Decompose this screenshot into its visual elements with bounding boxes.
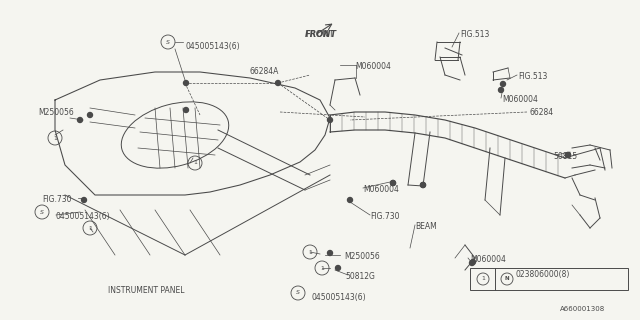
- Circle shape: [77, 117, 83, 123]
- Text: 50812G: 50812G: [345, 272, 375, 281]
- Circle shape: [390, 180, 396, 186]
- Text: M060004: M060004: [355, 62, 391, 71]
- Circle shape: [499, 87, 504, 92]
- Text: FIG.730: FIG.730: [370, 212, 399, 221]
- Text: 1: 1: [308, 250, 312, 254]
- Text: 023806000(8): 023806000(8): [516, 270, 570, 279]
- Circle shape: [566, 153, 570, 157]
- Circle shape: [335, 266, 340, 270]
- Text: FIG.513: FIG.513: [518, 72, 547, 81]
- Text: M060004: M060004: [502, 95, 538, 104]
- Text: 045005143(6): 045005143(6): [56, 212, 111, 221]
- Circle shape: [275, 81, 280, 85]
- Text: M250056: M250056: [344, 252, 380, 261]
- Text: M250056: M250056: [38, 108, 74, 117]
- Text: S: S: [166, 39, 170, 44]
- Text: 66284: 66284: [530, 108, 554, 117]
- Circle shape: [420, 182, 426, 188]
- Circle shape: [184, 108, 189, 113]
- Text: M060004: M060004: [470, 255, 506, 264]
- Text: FRONT: FRONT: [305, 30, 337, 39]
- Circle shape: [81, 197, 86, 203]
- Text: A660001308: A660001308: [560, 306, 605, 312]
- Text: M060004: M060004: [363, 185, 399, 194]
- Text: 1: 1: [320, 266, 324, 270]
- Text: FIG.513: FIG.513: [460, 30, 490, 39]
- Circle shape: [470, 260, 474, 266]
- Circle shape: [500, 82, 506, 86]
- Text: 1: 1: [88, 226, 92, 230]
- Circle shape: [566, 153, 570, 157]
- Text: S: S: [296, 291, 300, 295]
- Circle shape: [184, 81, 189, 85]
- Text: FIG.730: FIG.730: [42, 195, 72, 204]
- Circle shape: [420, 182, 426, 188]
- Text: S: S: [40, 210, 44, 214]
- Text: 50815: 50815: [553, 152, 577, 161]
- Circle shape: [348, 197, 353, 203]
- Text: FRONT: FRONT: [305, 30, 333, 39]
- Text: 045005143(6): 045005143(6): [185, 42, 239, 51]
- Text: INSTRUMENT PANEL: INSTRUMENT PANEL: [108, 286, 184, 295]
- Circle shape: [88, 113, 93, 117]
- Text: N: N: [505, 276, 509, 282]
- Text: 1: 1: [481, 276, 485, 282]
- Circle shape: [328, 117, 333, 123]
- Text: BEAM: BEAM: [415, 222, 436, 231]
- Text: 1: 1: [193, 161, 197, 165]
- Text: 66284A: 66284A: [250, 67, 280, 76]
- Text: 1: 1: [53, 135, 57, 140]
- Circle shape: [390, 180, 396, 186]
- Circle shape: [470, 260, 476, 265]
- Circle shape: [328, 251, 333, 255]
- Text: 045005143(6): 045005143(6): [312, 293, 367, 302]
